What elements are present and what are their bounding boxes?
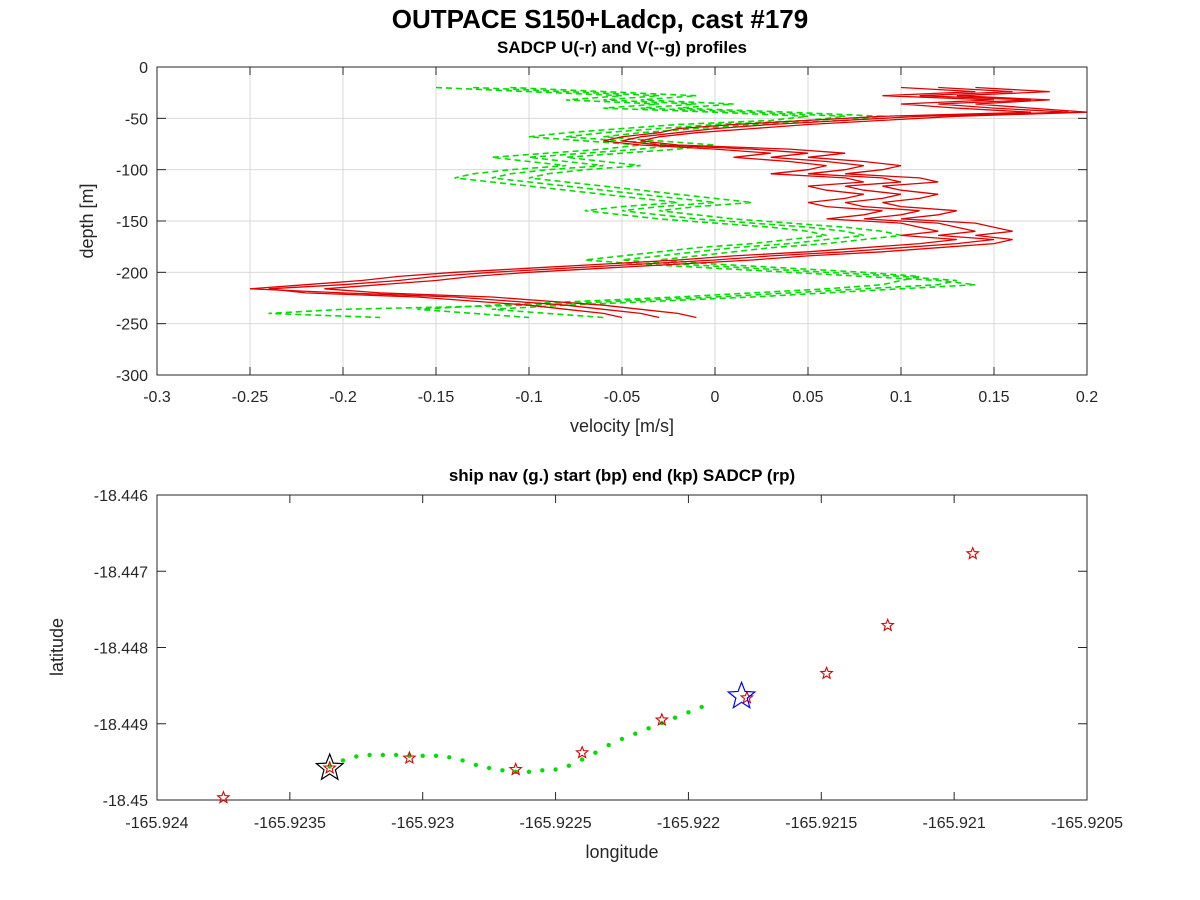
ship-nav-point bbox=[500, 768, 505, 773]
navigation-x-tick-label: -165.921 bbox=[923, 815, 986, 832]
navigation-x-tick-label: -165.9215 bbox=[785, 815, 857, 832]
navigation-ylabel: latitude bbox=[47, 618, 67, 676]
ship-nav-point bbox=[540, 768, 545, 773]
ship-nav-point bbox=[633, 731, 638, 736]
profiles-y-tick-label: -300 bbox=[116, 368, 148, 385]
sadcp-point-star bbox=[880, 617, 895, 632]
ship-nav-point bbox=[473, 762, 479, 768]
profiles-ticks: -0.3 -0.25 -0.2 -0.15 -0.1 -0.05 0 0.05 0.1 0.15 0… bbox=[116, 60, 1098, 406]
navigation-ticks: -165.924 -165.9235 -165.923 -165.9225 -165.9… bbox=[94, 488, 1123, 832]
profiles-y-tick-label: -150 bbox=[116, 214, 148, 231]
profiles-x-tick-label: -0.3 bbox=[143, 389, 171, 406]
profiles-y-tick-label: 0 bbox=[139, 60, 148, 77]
navigation-y-tick-label: -18.448 bbox=[94, 641, 148, 658]
ship-nav-point bbox=[380, 752, 386, 758]
u-profile-line bbox=[249, 86, 1032, 319]
profiles-y-tick-label: -50 bbox=[125, 111, 148, 128]
ship-nav-point bbox=[526, 769, 532, 774]
sadcp-point-star bbox=[965, 546, 980, 560]
sadcp-point-star bbox=[216, 790, 231, 804]
ship-nav-point bbox=[553, 767, 558, 772]
sadcp-point-star bbox=[575, 745, 590, 759]
navigation-x-tick-label: -165.9205 bbox=[1051, 815, 1123, 832]
sadcp-point-star bbox=[322, 760, 337, 775]
v-profile-line bbox=[417, 86, 920, 319]
profiles-x-tick-label: 0.05 bbox=[792, 389, 823, 406]
navigation-axes: -165.924 -165.9235 -165.923 -165.9225 -165.9… bbox=[47, 466, 1123, 862]
profiles-ylabel: depth [m] bbox=[77, 183, 97, 258]
ship-nav-point bbox=[420, 753, 425, 758]
navigation-x-tick-label: -165.923 bbox=[391, 815, 454, 832]
navigation-y-tick-label: -18.446 bbox=[94, 488, 148, 505]
ship-nav-point bbox=[460, 758, 465, 763]
sadcp-point-star bbox=[402, 750, 417, 765]
ship-nav-point bbox=[486, 765, 492, 771]
sadcp-point-star bbox=[508, 761, 523, 776]
sadcp-point-star bbox=[819, 665, 834, 680]
profiles-x-tick-label: -0.15 bbox=[418, 389, 455, 406]
profiles-x-tick-label: 0.2 bbox=[1076, 389, 1098, 406]
profiles-y-tick-label: -200 bbox=[116, 265, 148, 282]
navigation-x-tick-label: -165.924 bbox=[125, 815, 188, 832]
profiles-x-tick-label: -0.25 bbox=[232, 389, 269, 406]
profiles-grid bbox=[157, 67, 1087, 375]
profiles-x-tick-label: 0 bbox=[711, 389, 720, 406]
profiles-y-tick-label: -100 bbox=[116, 163, 148, 180]
ship-nav-point bbox=[566, 763, 572, 768]
ship-nav-point bbox=[619, 736, 625, 742]
sadcp-point-star bbox=[654, 712, 669, 727]
profiles-x-tick-label: 0.15 bbox=[978, 389, 1009, 406]
navigation-x-tick-label: -165.9235 bbox=[254, 815, 326, 832]
v-profile-line bbox=[268, 86, 957, 319]
profiles-x-tick-label: -0.05 bbox=[604, 389, 641, 406]
figure-title: OUTPACE S150+Ladcp, cast #179 bbox=[392, 4, 808, 34]
navigation-x-tick-label: -165.9225 bbox=[520, 815, 592, 832]
ship-nav-point bbox=[393, 752, 399, 758]
navigation-plot-area bbox=[156, 494, 1088, 801]
start-marker-star bbox=[726, 680, 757, 709]
end-marker-star bbox=[314, 752, 345, 781]
ship-nav-point bbox=[646, 726, 651, 731]
u-profile-line bbox=[324, 86, 1088, 319]
navigation-y-tick-label: -18.45 bbox=[103, 793, 148, 810]
ship-nav-point bbox=[447, 755, 452, 760]
profiles-series bbox=[249, 86, 1088, 319]
ship-nav-point bbox=[579, 757, 585, 762]
navigation-x-tick-label: -165.922 bbox=[657, 815, 720, 832]
navigation-xlabel: longitude bbox=[585, 842, 658, 862]
navigation-y-tick-label: -18.449 bbox=[94, 717, 148, 734]
profiles-x-tick-label: -0.1 bbox=[515, 389, 543, 406]
ship-nav-point bbox=[354, 754, 359, 759]
ship-nav-point bbox=[593, 750, 598, 755]
profiles-xlabel: velocity [m/s] bbox=[570, 416, 674, 436]
ship-nav-point bbox=[699, 704, 704, 710]
sadcp-point-star bbox=[739, 690, 755, 704]
u-profile-line bbox=[268, 86, 1069, 319]
ship-nav-point bbox=[672, 715, 678, 720]
navigation-title: ship nav (g.) start (bp) end (kp) SADCP … bbox=[449, 466, 795, 485]
ship-nav-point bbox=[340, 758, 346, 763]
ship-nav-point bbox=[367, 752, 372, 758]
navigation-series bbox=[216, 546, 980, 804]
profiles-title: SADCP U(-r) and V(--g) profiles bbox=[497, 38, 747, 57]
v-profile-line bbox=[435, 86, 976, 319]
ship-nav-point bbox=[606, 742, 611, 748]
profiles-x-tick-label: 0.1 bbox=[890, 389, 912, 406]
profiles-axes: -0.3 -0.25 -0.2 -0.15 -0.1 -0.05 0 0.05 0.1 0.15 0… bbox=[77, 38, 1098, 436]
profiles-y-tick-label: -250 bbox=[116, 317, 148, 334]
profiles-x-tick-label: -0.2 bbox=[329, 389, 357, 406]
navigation-y-tick-label: -18.447 bbox=[94, 564, 148, 581]
ship-nav-point bbox=[433, 753, 439, 758]
ship-nav-point bbox=[686, 710, 691, 715]
